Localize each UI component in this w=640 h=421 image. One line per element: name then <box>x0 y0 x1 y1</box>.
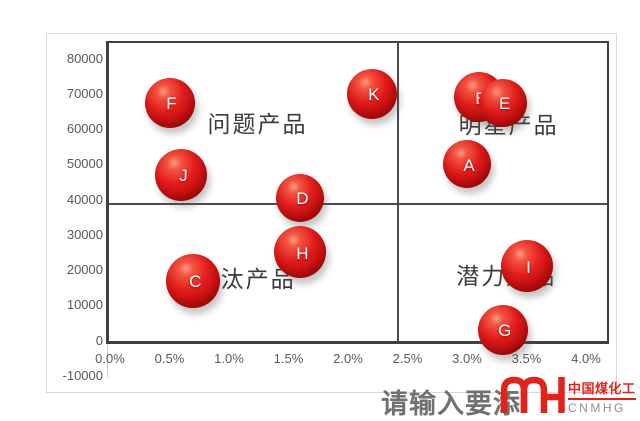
y-axis-tick-label: 80000 <box>66 50 103 66</box>
data-point-bubble-F: F <box>144 77 195 128</box>
chart-outer-frame: 80000 70000 60000 50000 40000 30000 20000 10000… <box>46 33 617 393</box>
data-point-bubble-D: D <box>276 173 325 222</box>
y-axis-tick-label: 40000 <box>66 191 103 207</box>
logo-text-block: 中国煤化工 CNMHG <box>568 375 636 415</box>
y-axis-tick-label: 30000 <box>66 226 103 242</box>
y-axis-tick-label: 10000 <box>66 297 103 313</box>
data-point-bubble-H: H <box>274 226 327 279</box>
y-axis-tick-label: 70000 <box>66 85 103 101</box>
data-point-bubble-A: A <box>443 140 491 189</box>
y-axis-tick-label: -10000 <box>62 367 103 383</box>
data-point-bubble-G: G <box>477 304 528 355</box>
bubble-letter: J <box>179 166 188 186</box>
bubble-letter: I <box>526 257 531 277</box>
x-axis-tick-label: 0.0% <box>95 351 125 366</box>
bubble-letter: E <box>499 94 511 114</box>
bubble-letter: G <box>498 321 512 341</box>
x-axis-tick-label: 2.0% <box>333 351 363 366</box>
data-point-bubble-I: I <box>500 240 553 293</box>
x-axis-tick-label: 1.0% <box>214 351 244 366</box>
y-axis-tick-label: 20000 <box>66 262 103 277</box>
logo-latin-name: CNMHG <box>568 401 626 415</box>
bubble-letter: F <box>166 94 177 114</box>
y-axis-tick-label: 0 <box>95 332 103 348</box>
brand-logo: 中国煤化工 CNMHG <box>499 375 636 415</box>
data-point-bubble-K: K <box>346 68 397 119</box>
x-axis-tick-label: 3.0% <box>452 351 482 366</box>
bubble-letter: C <box>189 272 202 292</box>
x-axis-tick-label: 2.5% <box>392 351 423 366</box>
logo-chinese-name: 中国煤化工 <box>568 378 636 400</box>
bubble-letter: H <box>296 243 309 263</box>
bubble-letter: A <box>463 155 475 175</box>
chart-title-placeholder: 请输入要添 <box>381 389 521 419</box>
data-point-bubble-J: J <box>155 148 208 201</box>
x-axis-tick-label: 1.5% <box>273 351 304 366</box>
quadrant-divider-vertical <box>396 42 399 342</box>
quadrant-label: 问题产品 <box>207 110 308 137</box>
y-axis-extension-line <box>107 344 108 377</box>
data-point-bubble-E: E <box>478 78 527 127</box>
x-axis-tick-label: 0.5% <box>154 351 185 366</box>
y-axis-tick-label: 60000 <box>66 121 103 136</box>
data-point-bubble-C: C <box>166 253 221 308</box>
x-axis-tick-label: 4.0% <box>571 351 601 366</box>
x-axis-tick-label: 3.5% <box>511 351 542 366</box>
quadrant-divider-horizontal <box>108 203 607 206</box>
bubble-letter: K <box>368 85 380 105</box>
mh-monogram-icon <box>500 376 565 413</box>
bubble-letter: D <box>296 189 309 209</box>
y-axis-tick-label: 50000 <box>66 156 103 172</box>
